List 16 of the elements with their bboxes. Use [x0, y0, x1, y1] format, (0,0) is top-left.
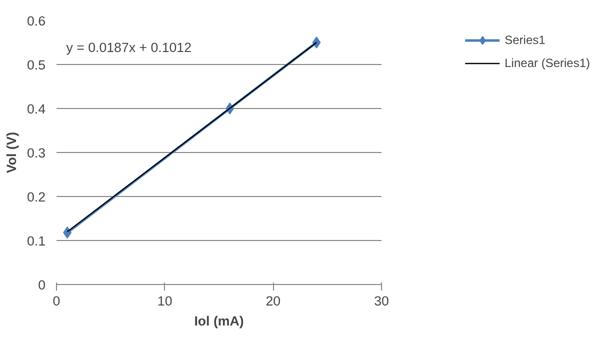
y-tick-label: 0.1: [26, 234, 46, 248]
legend-label: Linear (Series1): [504, 56, 590, 70]
x-tick-label: 10: [157, 294, 172, 308]
legend-label: Series1: [504, 33, 546, 47]
x-axis-title: Iol (mA): [194, 314, 244, 328]
y-tick-label: 0.5: [26, 58, 46, 72]
y-tick-label: 0.4: [26, 102, 46, 116]
y-tick-label: 0.3: [26, 146, 46, 160]
annotation: y = 0.0187x + 0.1012: [66, 40, 192, 55]
y-tick-label: 0.2: [26, 190, 46, 204]
x-tick-label: 20: [266, 294, 281, 308]
y-axis-title: Vol (V): [4, 132, 19, 174]
y-tick-label: 0.6: [26, 14, 46, 28]
y-tick-label: 0: [38, 278, 46, 292]
x-tick-label: 0: [52, 294, 60, 308]
x-tick-label: 30: [374, 294, 389, 308]
